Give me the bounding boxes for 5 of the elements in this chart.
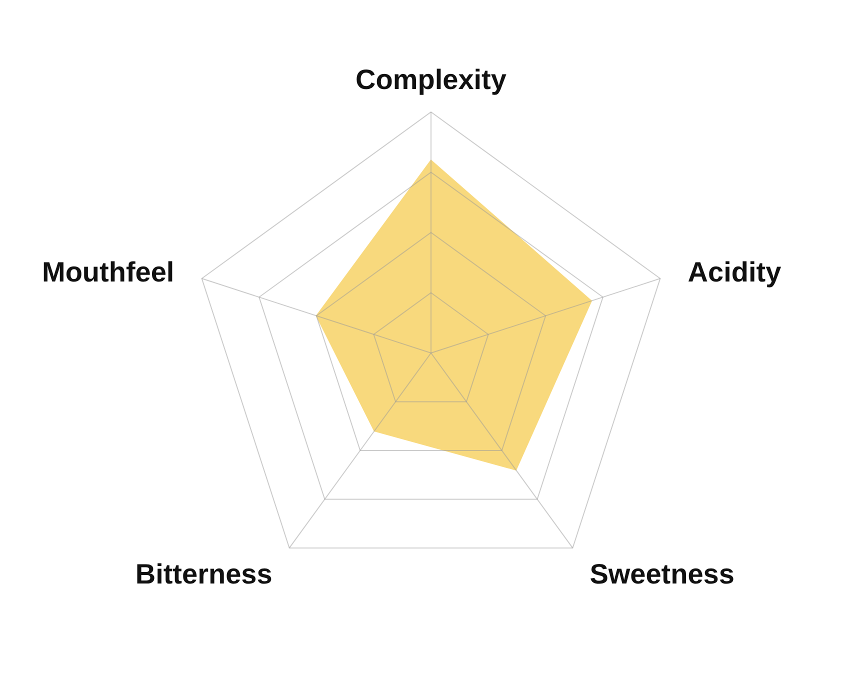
spoke-label: Bitterness bbox=[135, 558, 272, 590]
spoke-label: Sweetness bbox=[590, 558, 734, 590]
spoke-label: Mouthfeel bbox=[42, 256, 174, 288]
spoke-label: Complexity bbox=[356, 64, 507, 95]
spoke-label: Acidity bbox=[688, 256, 782, 288]
